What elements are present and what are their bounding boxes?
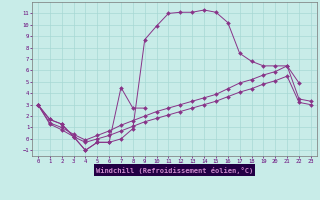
X-axis label: Windchill (Refroidissement éolien,°C): Windchill (Refroidissement éolien,°C) [96,167,253,174]
